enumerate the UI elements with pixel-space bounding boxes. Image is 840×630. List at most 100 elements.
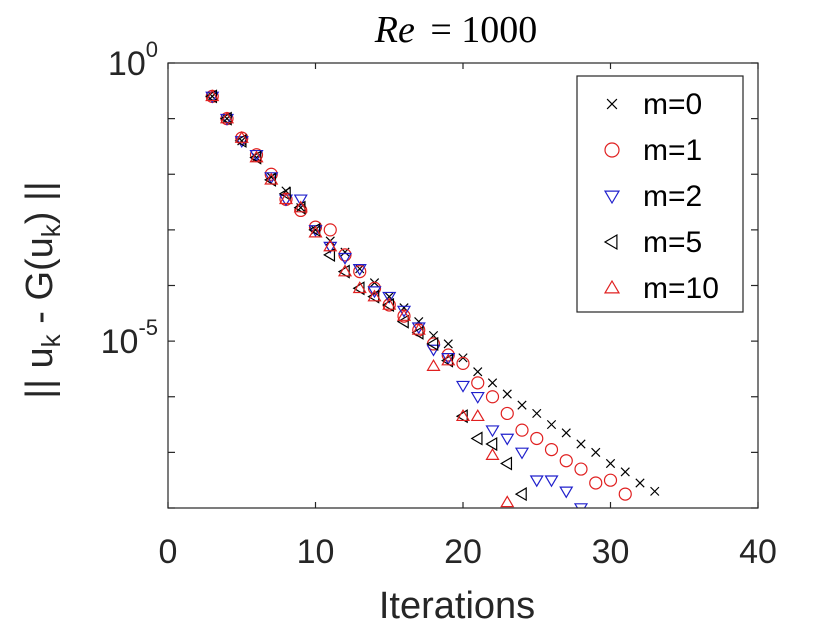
point-m=1-11 [323,223,337,237]
point-m=1-19 [441,348,455,362]
x-tick-label-10: 10 [297,533,335,571]
point-m=5-24 [514,487,527,502]
point-m=10-15 [382,297,397,310]
legend-entry-m=1: m=1 [604,134,702,167]
point-m=1-13 [353,264,367,279]
x-axis-label: Iterations [379,585,535,627]
y-label-sub-1: k [36,333,66,347]
point-m=1-22 [485,390,500,404]
point-m=10-10 [308,225,323,238]
point-m=0-3 [207,91,217,101]
point-m=5-23 [500,456,513,471]
point-m=2-8 [278,194,294,207]
y-tick-label--5: 10-5 [101,315,158,361]
point-m=10-18 [426,358,441,371]
point-m=1-21 [471,376,485,390]
point-m=2-13 [352,264,367,276]
chart-title: Re = 1000 [374,9,538,51]
point-m=5-11 [323,247,336,262]
legend-marker-m=2 [603,190,621,205]
legend-entry-m=0: m=0 [606,88,702,121]
data-points [205,89,660,508]
point-m=2-20 [455,380,471,393]
point-m=2-12 [337,252,353,265]
plot-area [205,89,660,508]
point-m=1-20 [456,356,470,370]
point-m=1-12 [338,248,352,262]
point-m=0-28 [576,439,586,449]
point-m=5-5 [234,133,247,148]
point-m=10-23 [500,495,515,508]
point-m=0-22 [487,378,498,388]
point-m=2-28 [573,503,589,508]
point-m=1-31 [618,487,632,501]
legend: m=0 m=1 m=2 m=5 m=10 [576,75,744,313]
point-m=0-31 [620,467,630,477]
point-m=2-26 [544,475,559,488]
point-m=10-11 [323,239,338,252]
legend-label-m=10: m=10 [643,272,719,305]
point-m=10-14 [367,289,382,302]
point-m=10-9 [293,200,308,213]
point-m=2-22 [485,425,500,438]
legend-marker-m=5 [603,233,618,251]
point-m=2-9 [293,194,308,207]
point-m=10-8 [278,192,294,205]
point-m=0-4 [222,114,232,124]
legend-entry-m=5: m=5 [603,226,702,259]
point-m=1-29 [589,476,603,490]
title-rhs: = 1000 [430,9,537,51]
x-tick-label-30: 30 [592,533,630,571]
point-m=0-27 [561,428,571,438]
series-m=2 [205,91,589,508]
legend-marker-m=1 [604,142,620,158]
point-m=10-3 [205,89,220,102]
point-m=10-6 [249,150,264,163]
point-m=1-25 [530,431,544,446]
point-m=1-27 [559,454,573,468]
point-m=0-25 [532,408,542,419]
point-m=1-24 [515,423,529,437]
legend-entry-m=2: m=2 [603,180,702,213]
legend-label-m=5: m=5 [643,226,702,259]
x-tick-label-20: 20 [444,533,482,571]
y-tick-label-0: 100 [108,37,158,83]
point-m=5-17 [411,325,424,340]
point-m=10-22 [485,447,500,460]
point-m=2-21 [470,391,485,404]
point-m=10-7 [264,172,279,185]
point-m=10-19 [441,353,456,366]
y-label-part-3: ) || [19,181,61,224]
point-m=2-11 [323,241,338,254]
point-m=5-8 [278,186,291,201]
legend-box [576,75,744,313]
point-m=2-16 [396,305,412,318]
point-m=5-22 [485,436,498,452]
point-m=1-23 [500,406,514,421]
point-m=0-23 [502,389,512,399]
point-m=0-29 [591,447,601,457]
point-m=1-28 [574,462,588,476]
point-m=0-26 [546,419,557,430]
series-m=10 [205,89,515,508]
point-m=5-21 [470,431,483,446]
point-m=2-25 [529,475,544,488]
point-m=10-16 [396,308,412,321]
point-m=10-21 [470,409,485,422]
point-m=0-30 [605,458,616,469]
point-m=0-33 [650,486,660,496]
legend-marker-m=0 [606,98,618,110]
point-m=10-12 [337,264,353,277]
legend-label-m=2: m=2 [643,180,702,213]
legend-marker-m=10 [603,279,621,294]
point-m=5-10 [308,222,321,237]
chart-title-text: Re = 1000 [374,9,538,51]
point-m=0-19 [443,339,453,349]
point-m=1-7 [264,167,278,181]
y-label-part-2: - G(u [19,237,61,334]
point-m=1-26 [544,442,559,457]
y-axis-label: || uk - G(uk) || [19,181,66,399]
point-m=2-15 [382,291,397,304]
point-m=0-24 [517,400,527,410]
